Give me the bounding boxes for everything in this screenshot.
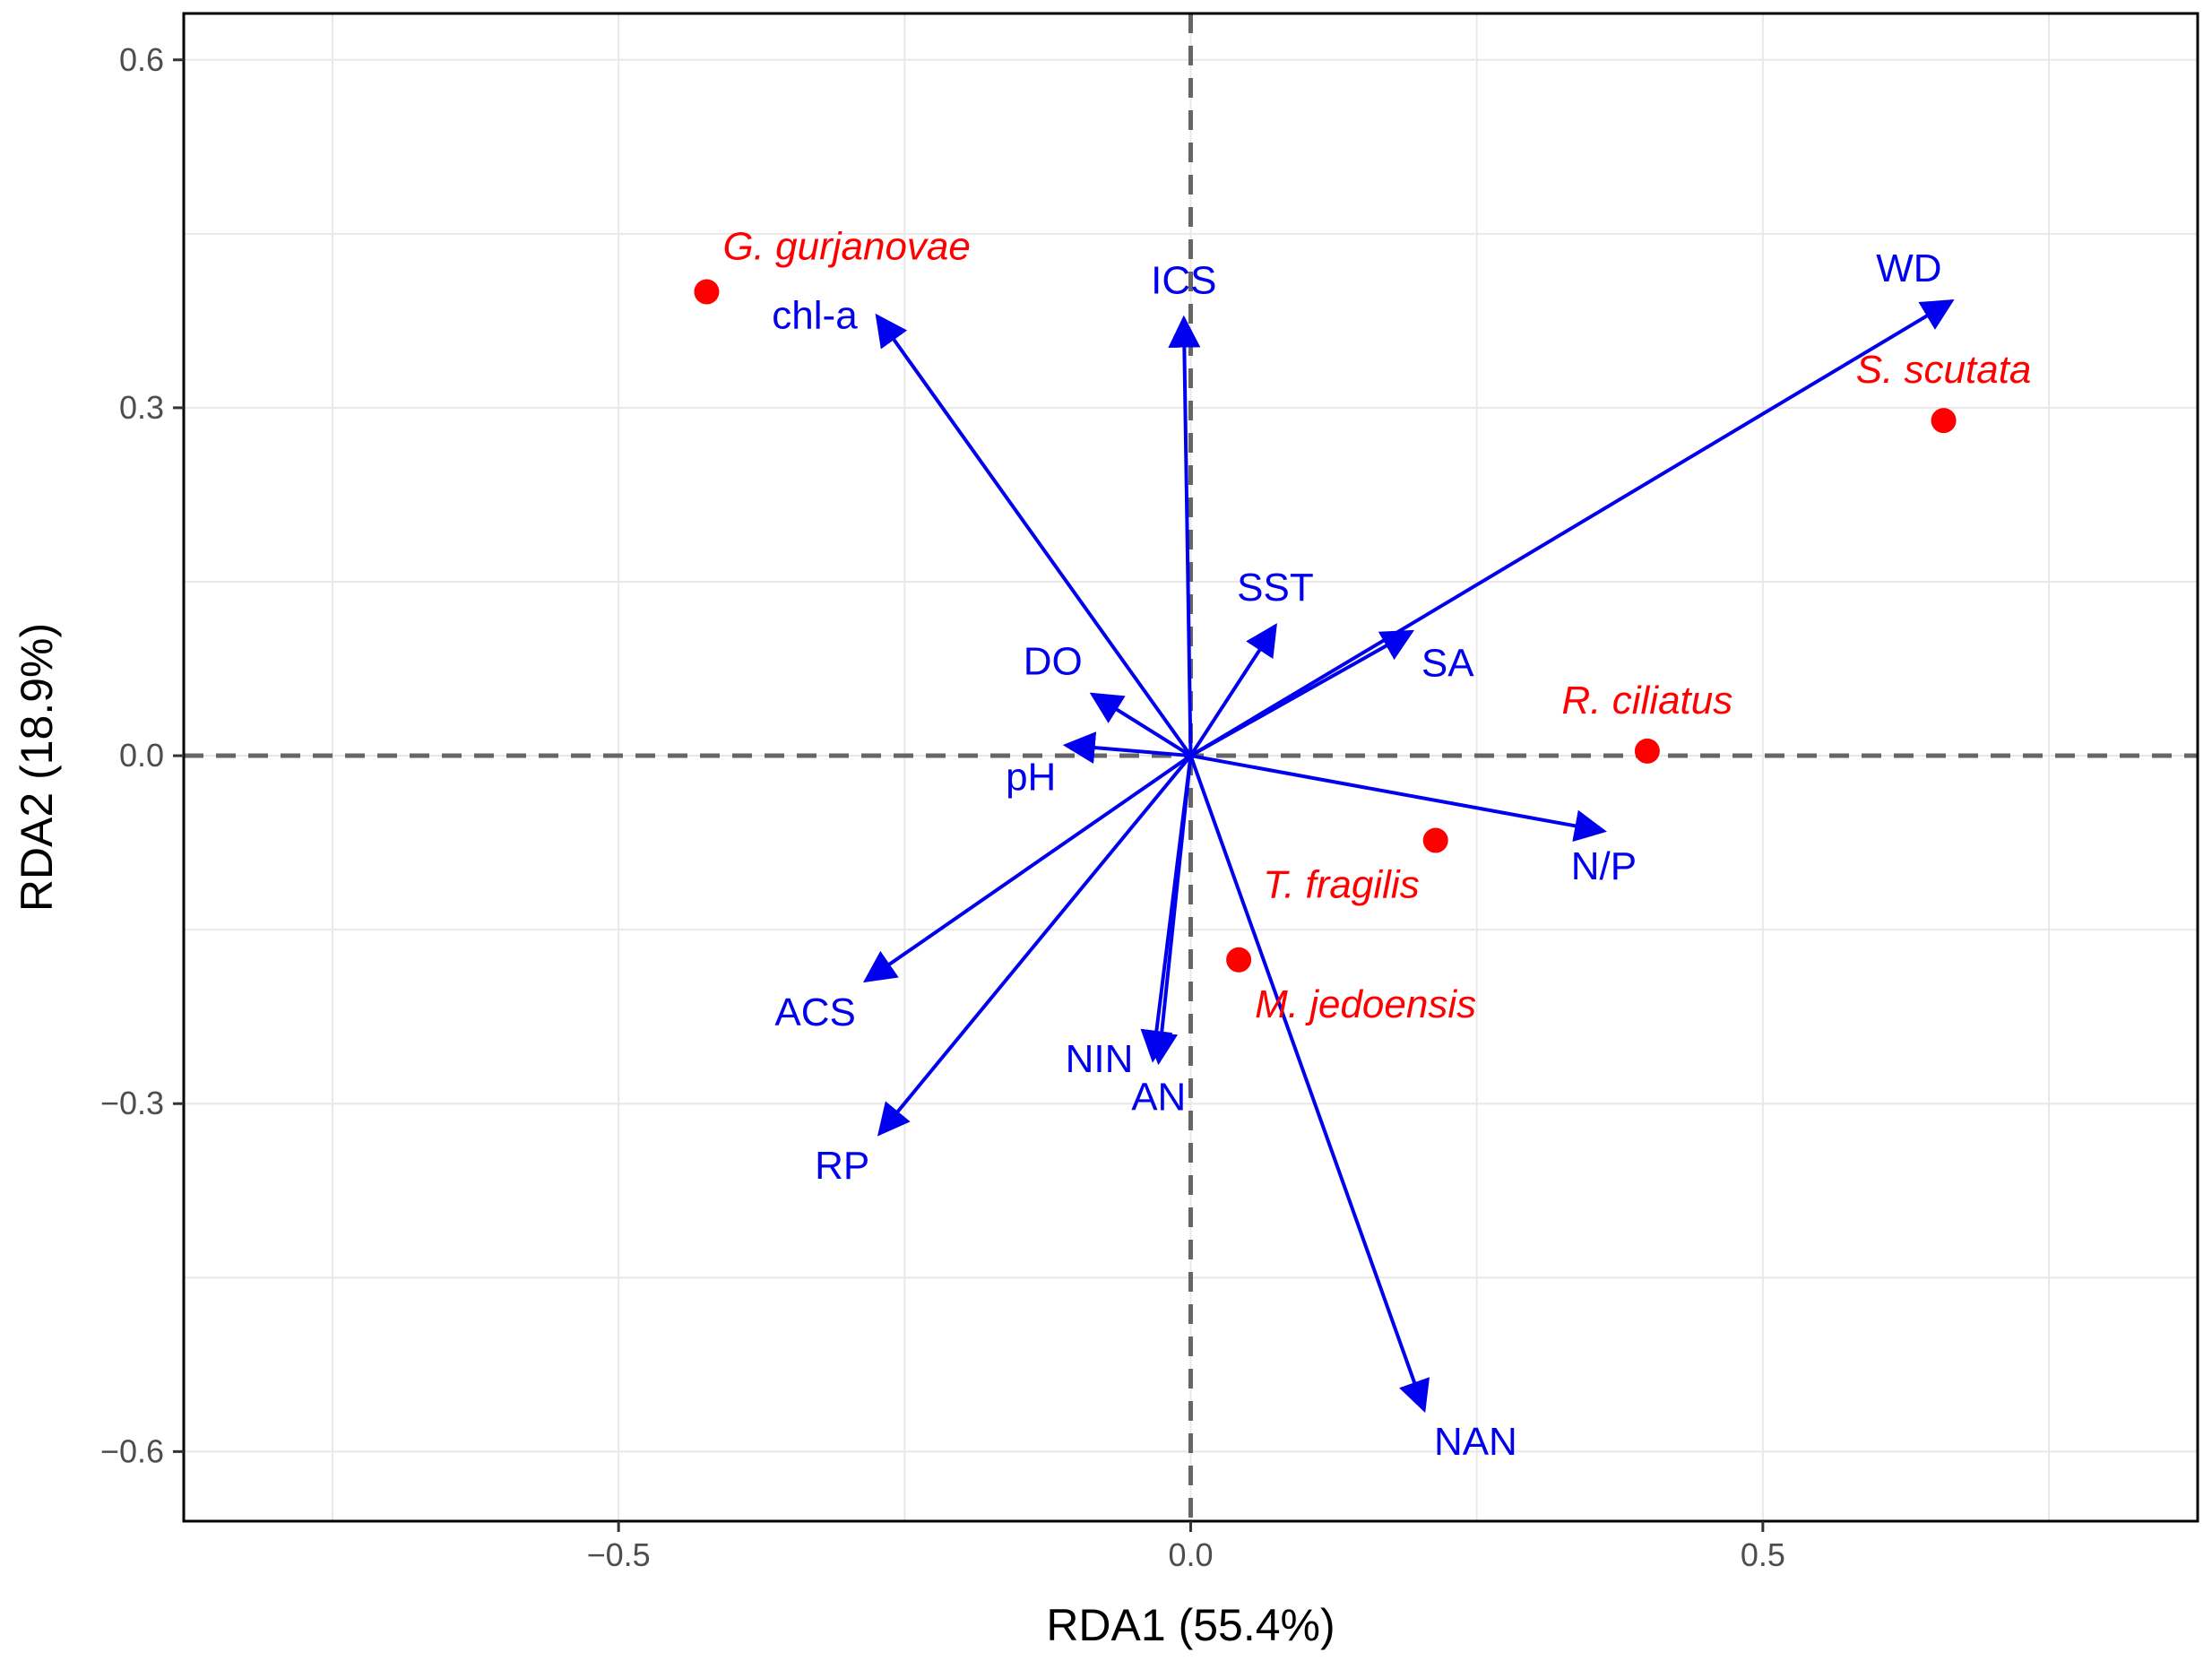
y-axis-title: RDA2 (18.9%) xyxy=(12,623,62,912)
env-arrow-chl-a xyxy=(875,313,1193,757)
env-arrow-wd xyxy=(1189,299,1955,757)
environment-arrows xyxy=(862,299,1955,1414)
env-arrow-sst xyxy=(1188,623,1277,757)
env-label-ph: pH xyxy=(1006,755,1056,799)
species-points xyxy=(694,279,1957,973)
env-label-ics: ICS xyxy=(1151,258,1216,302)
x-tick-label: −0.5 xyxy=(587,1536,651,1573)
x-tick-label: 0.0 xyxy=(1168,1536,1213,1573)
env-arrow-rp xyxy=(877,754,1193,1137)
y-tick-label: 0.0 xyxy=(119,737,164,774)
species-label-m-jedoensis: M. jedoensis xyxy=(1255,982,1476,1026)
env-label-rp: RP xyxy=(815,1144,869,1188)
env-label-nin: NIN xyxy=(1066,1037,1134,1081)
env-label-do: DO xyxy=(1024,639,1083,683)
env-arrow-nan xyxy=(1188,755,1430,1414)
species-point-t-fragilis xyxy=(1422,827,1448,853)
species-point-m-jedoensis xyxy=(1226,947,1252,973)
species-point-g-gurjanovae xyxy=(694,279,720,305)
y-tick-label: 0.6 xyxy=(119,41,164,78)
x-axis-ticks: −0.5 0.0 0.5 xyxy=(587,1521,1785,1573)
x-tick-label: 0.5 xyxy=(1741,1536,1785,1573)
species-point-r-ciliatus xyxy=(1634,738,1660,764)
y-tick-label: −0.6 xyxy=(100,1432,164,1469)
env-label-chl-a: chl-a xyxy=(772,294,858,338)
species-point-s-scutata xyxy=(1931,408,1957,434)
env-label-acs: ACS xyxy=(774,991,855,1034)
y-tick-label: −0.3 xyxy=(100,1085,164,1121)
env-arrow-ph xyxy=(1062,731,1191,765)
env-arrow-sa xyxy=(1189,629,1415,757)
env-label-wd: WD xyxy=(1876,247,1941,290)
env-label-nan: NAN xyxy=(1434,1420,1517,1464)
env-arrow-an xyxy=(1145,755,1193,1066)
species-label-t-fragilis: T. fragilis xyxy=(1263,863,1419,907)
env-label-sst: SST xyxy=(1237,566,1314,610)
species-label-r-ciliatus: R. ciliatus xyxy=(1562,679,1733,722)
x-axis-title: RDA1 (55.4%) xyxy=(1046,1600,1335,1650)
env-arrow-do xyxy=(1089,692,1192,757)
env-label-sa: SA xyxy=(1421,642,1474,686)
species-label-g-gurjanovae: G. gurjanovae xyxy=(722,225,970,269)
env-arrow-n-p xyxy=(1190,754,1607,843)
species-label-s-scutata: S. scutata xyxy=(1856,348,2032,392)
y-tick-label: 0.3 xyxy=(119,389,164,426)
y-axis-ticks: −0.6 −0.3 0.0 0.3 0.6 xyxy=(100,41,184,1469)
env-arrow-acs xyxy=(862,754,1192,983)
env-label-an: AN xyxy=(1131,1076,1186,1120)
env-label-n-p: N/P xyxy=(1571,844,1637,888)
env-arrow-ics xyxy=(1168,315,1201,757)
